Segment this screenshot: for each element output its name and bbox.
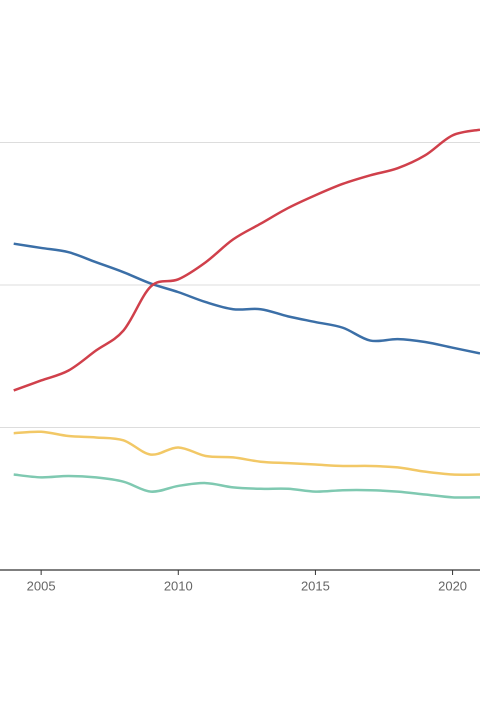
line-series <box>13 430 480 476</box>
line-series <box>13 128 480 392</box>
line-series <box>13 473 480 499</box>
x-tick-label: 2005 <box>27 578 56 593</box>
x-tick-label: 2015 <box>301 578 330 593</box>
x-tick-label: 2020 <box>438 578 467 593</box>
x-tick-label: 2010 <box>164 578 193 593</box>
line-series <box>13 242 480 355</box>
